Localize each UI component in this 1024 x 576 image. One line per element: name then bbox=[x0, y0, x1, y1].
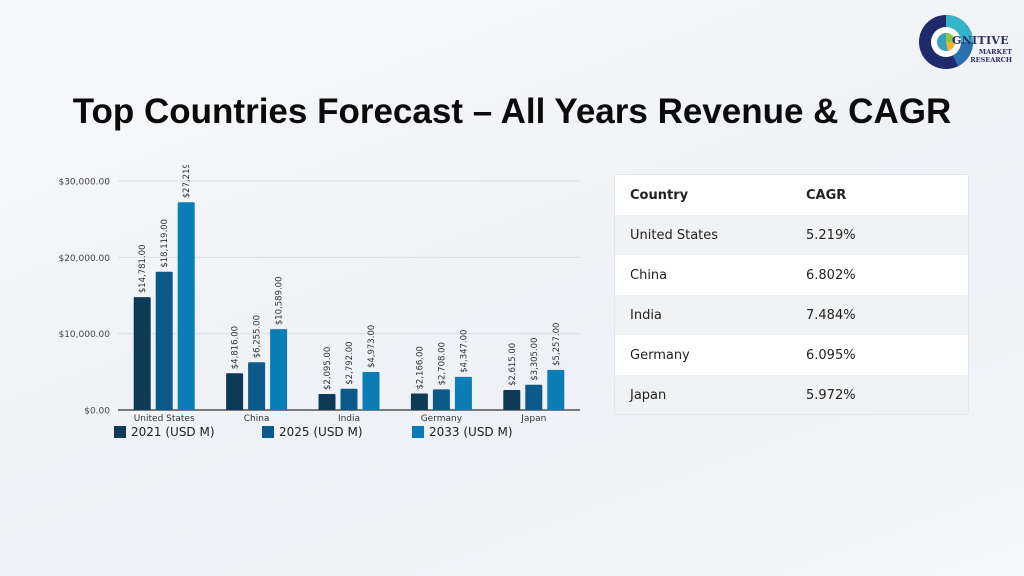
logo-sub-text-2: RESEARCH bbox=[970, 56, 1012, 64]
bar bbox=[226, 373, 244, 410]
page-title: Top Countries Forecast – All Years Reven… bbox=[72, 92, 952, 131]
table-row: Japan 5.972% bbox=[615, 375, 968, 414]
bar bbox=[432, 389, 450, 410]
bar-value-label: $4,347.00 bbox=[459, 330, 469, 373]
bar bbox=[362, 372, 380, 410]
legend-swatch-2025 bbox=[262, 426, 274, 438]
y-tick-label: $0.00 bbox=[84, 407, 110, 417]
bar-value-label: $2,615.00 bbox=[508, 343, 518, 386]
cell-cagr: 6.802% bbox=[806, 268, 856, 283]
legend-item-2033: 2033 (USD M) bbox=[412, 425, 513, 439]
cell-cagr: 7.484% bbox=[806, 308, 856, 323]
bar bbox=[270, 329, 288, 410]
bar bbox=[503, 390, 521, 410]
bar-chart: $0.00 $10,000.00 $20,000.00 $30,000.00 $14,7… bbox=[58, 165, 580, 424]
y-tick-label: $10,000.00 bbox=[58, 330, 110, 340]
bar bbox=[318, 394, 336, 410]
bar-value-label: $2,166.00 bbox=[415, 346, 425, 389]
bar-value-label: $3,305.00 bbox=[530, 338, 540, 381]
bar-value-label: $6,255.00 bbox=[253, 315, 263, 358]
x-tick-label: United States bbox=[134, 414, 195, 424]
y-tick-label: $30,000.00 bbox=[58, 178, 110, 188]
bar-value-label: $2,708.00 bbox=[437, 342, 447, 385]
bar-value-label: $10,589.00 bbox=[275, 276, 285, 325]
bar bbox=[248, 362, 266, 410]
table-row: United States 5.219% bbox=[615, 215, 968, 255]
company-logo: GNITIVE MARKET RESEARCH bbox=[918, 12, 1014, 72]
legend-item-2021: 2021 (USD M) bbox=[114, 425, 215, 439]
y-tick-label: $20,000.00 bbox=[58, 254, 110, 264]
cell-country: India bbox=[630, 308, 662, 323]
cell-cagr: 5.219% bbox=[806, 228, 856, 243]
bar bbox=[133, 297, 151, 410]
bar bbox=[155, 271, 173, 410]
bar-value-label: $4,973.00 bbox=[367, 325, 377, 368]
header-cagr: CAGR bbox=[806, 188, 847, 203]
legend-label-2021: 2021 (USD M) bbox=[131, 425, 215, 439]
bar-value-label: $2,792.00 bbox=[345, 341, 355, 384]
x-tick-label: China bbox=[244, 414, 270, 424]
cell-cagr: 5.972% bbox=[806, 388, 856, 403]
x-tick-label: Germany bbox=[421, 414, 463, 424]
table-row: China 6.802% bbox=[615, 255, 968, 295]
cagr-table: Country CAGR United States 5.219% China … bbox=[614, 174, 969, 415]
legend-swatch-2021 bbox=[114, 426, 126, 438]
cell-country: United States bbox=[630, 228, 719, 243]
bar-value-label: $27,219.00 bbox=[182, 165, 192, 198]
bar bbox=[340, 388, 358, 410]
header-country: Country bbox=[630, 188, 689, 203]
cell-country: Germany bbox=[630, 348, 690, 363]
bar-value-label: $14,781.00 bbox=[138, 244, 148, 293]
bar-value-label: $18,119.00 bbox=[160, 219, 170, 268]
legend-label-2025: 2025 (USD M) bbox=[279, 425, 363, 439]
legend-item-2025: 2025 (USD M) bbox=[262, 425, 363, 439]
x-tick-label: India bbox=[338, 414, 360, 424]
cell-country: China bbox=[630, 268, 668, 283]
bar bbox=[454, 376, 472, 410]
table-header-row: Country CAGR bbox=[615, 175, 968, 215]
bar bbox=[547, 369, 565, 410]
bar bbox=[525, 384, 543, 410]
logo-mark-icon bbox=[919, 15, 973, 69]
table-row: India 7.484% bbox=[615, 295, 968, 335]
bar bbox=[177, 202, 195, 410]
bar-value-label: $4,816.00 bbox=[231, 326, 241, 369]
legend-swatch-2033 bbox=[412, 426, 424, 438]
x-tick-label: Japan bbox=[520, 414, 546, 424]
bar-value-label: $2,095.00 bbox=[323, 347, 333, 390]
logo-sub-text-1: MARKET bbox=[978, 48, 1012, 56]
cell-country: Japan bbox=[630, 388, 667, 403]
bar bbox=[410, 393, 428, 410]
logo-brand-text: GNITIVE bbox=[952, 34, 1009, 47]
cell-cagr: 6.095% bbox=[806, 348, 856, 363]
legend-label-2033: 2033 (USD M) bbox=[429, 425, 513, 439]
bar-value-label: $5,257.00 bbox=[552, 323, 562, 366]
table-row: Germany 6.095% bbox=[615, 335, 968, 375]
